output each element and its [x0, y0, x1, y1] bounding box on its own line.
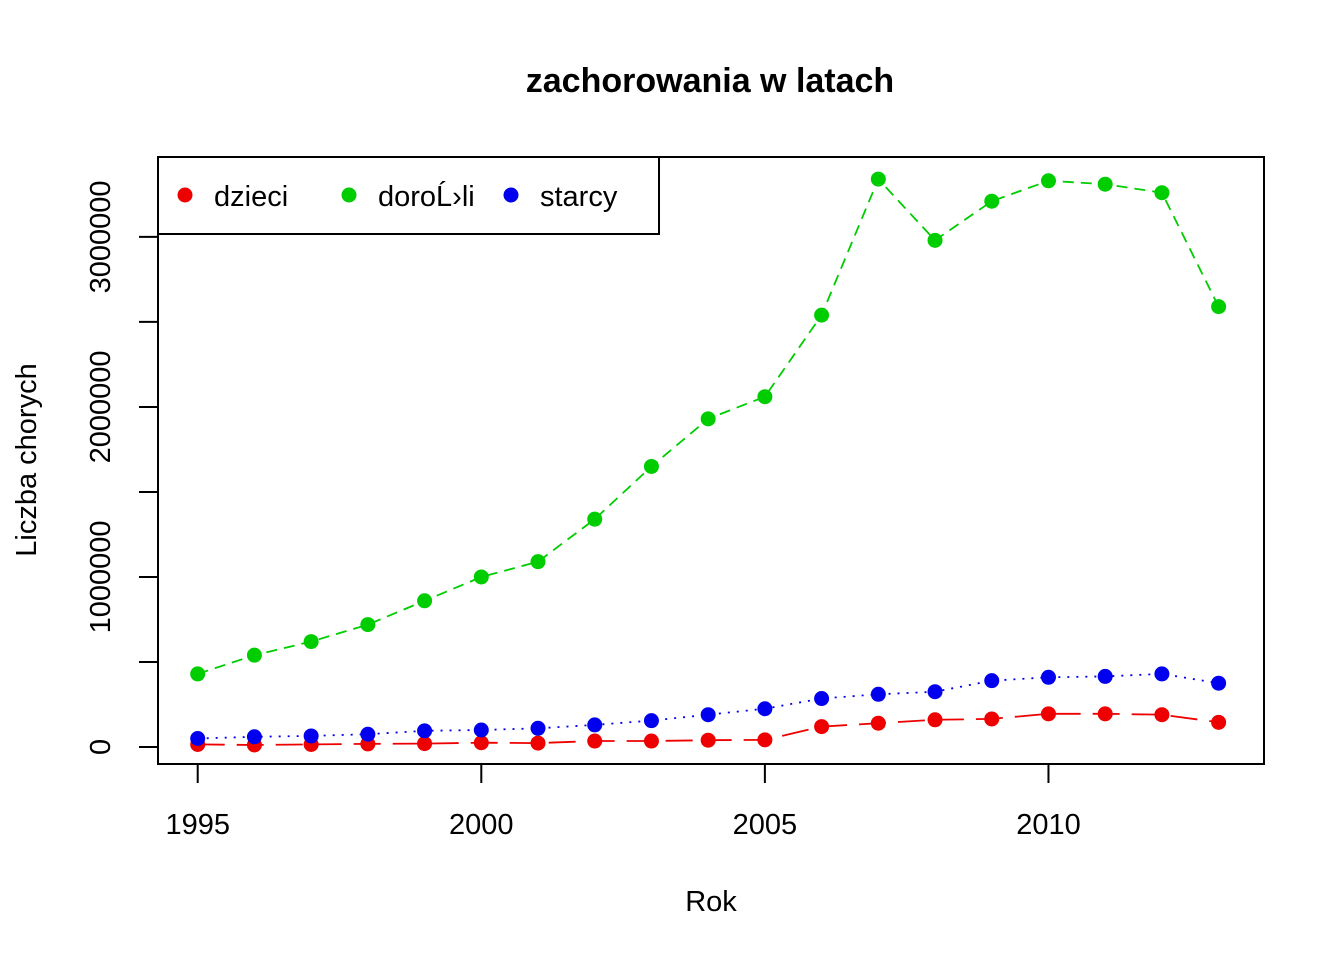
chart-title: zachorowania w latach — [526, 62, 894, 100]
data-point — [587, 733, 603, 749]
legend-marker — [503, 187, 519, 203]
data-point — [757, 389, 773, 405]
legend-label: starcy — [540, 181, 618, 213]
data-point — [757, 701, 773, 717]
data-point — [473, 569, 489, 585]
y-tick-label: 2000000 — [85, 350, 117, 463]
data-point — [1040, 706, 1056, 722]
y-tick-label: 3000000 — [85, 180, 117, 293]
data-point — [984, 711, 1000, 727]
data-point — [190, 730, 206, 746]
y-tick-label: 1000000 — [85, 521, 117, 634]
y-axis: 0 1000000 2000000 3000000 — [85, 180, 159, 755]
data-point — [1154, 707, 1170, 723]
legend-marker — [341, 187, 357, 203]
data-point — [1097, 176, 1113, 192]
data-point — [417, 723, 433, 739]
data-point — [643, 733, 659, 749]
x-axis-label: Rok — [685, 886, 737, 918]
data-point — [530, 554, 546, 570]
series-starcy — [190, 666, 1227, 746]
data-point — [643, 458, 659, 474]
y-tick-label: 0 — [85, 739, 117, 755]
data-point — [870, 715, 886, 731]
series-line — [197, 672, 1219, 740]
data-point — [927, 684, 943, 700]
legend: dzieci doroĹ›li starcy — [157, 156, 660, 235]
data-point — [530, 735, 546, 751]
data-point — [643, 713, 659, 729]
data-point — [1211, 299, 1227, 315]
data-point — [1154, 185, 1170, 201]
data-point — [870, 171, 886, 187]
data-point — [303, 634, 319, 650]
data-point — [1040, 173, 1056, 189]
data-point — [246, 647, 262, 663]
x-tick-label: 2005 — [733, 809, 798, 841]
data-point — [984, 193, 1000, 209]
data-point — [417, 593, 433, 609]
legend-label: doroĹ›li — [378, 180, 475, 213]
data-point — [190, 666, 206, 682]
data-point — [1211, 714, 1227, 730]
data-point — [530, 720, 546, 736]
data-point — [700, 732, 716, 748]
data-point — [473, 722, 489, 738]
data-point — [1154, 666, 1170, 682]
data-point — [360, 726, 376, 742]
data-point — [814, 719, 830, 735]
x-tick-label: 2000 — [449, 809, 514, 841]
legend-label: dzieci — [214, 181, 288, 213]
data-point — [700, 707, 716, 723]
data-point — [303, 728, 319, 744]
data-point — [360, 617, 376, 633]
legend-marker — [177, 187, 193, 203]
data-point — [1211, 675, 1227, 691]
data-point — [1097, 706, 1113, 722]
data-point — [814, 307, 830, 323]
data-point — [984, 673, 1000, 689]
x-axis: 1995 2000 2005 2010 — [165, 763, 1081, 841]
data-point — [473, 735, 489, 751]
data-point — [870, 686, 886, 702]
data-point — [927, 232, 943, 248]
plot-frame — [157, 156, 1265, 765]
x-tick-label: 1995 — [165, 809, 230, 841]
data-point — [814, 691, 830, 707]
series-line — [197, 177, 1220, 675]
data-point — [587, 717, 603, 733]
data-point — [246, 729, 262, 745]
series-doroĹ›li — [190, 171, 1227, 682]
data-point — [757, 732, 773, 748]
data-point — [1097, 668, 1113, 684]
legend-box — [157, 156, 660, 235]
data-point — [417, 736, 433, 752]
x-tick-label: 2010 — [1016, 809, 1081, 841]
y-axis-label: Liczba chorych — [11, 363, 43, 556]
data-point — [700, 411, 716, 427]
data-point — [587, 511, 603, 527]
series-layer — [190, 171, 1227, 753]
data-point — [1040, 669, 1056, 685]
data-point — [927, 712, 943, 728]
